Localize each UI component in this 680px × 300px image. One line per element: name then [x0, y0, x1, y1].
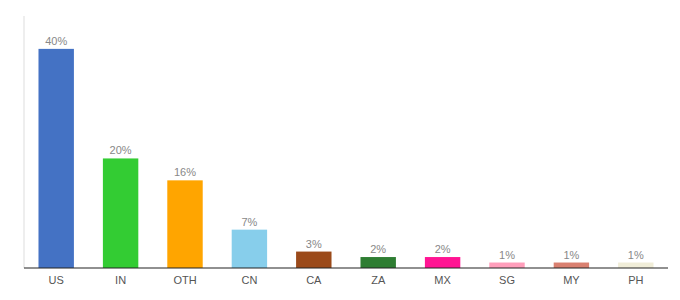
x-tick-label: IN: [115, 274, 126, 286]
bars: [38, 49, 653, 268]
page: {"chart_data": {"type": "bar", "categori…: [0, 0, 680, 300]
data-label: 40%: [45, 35, 67, 47]
bar: [167, 180, 202, 268]
x-axis-line: [24, 267, 668, 268]
chart: 40% 20% 16% 7% 3% 2% 2% 1% 1% 1% US IN OTH CN CA ZA MX SG…: [0, 0, 680, 300]
x-tick-label: SG: [499, 274, 515, 286]
data-label: 3%: [306, 238, 322, 250]
x-tick-label: PH: [628, 274, 643, 286]
bar: [489, 263, 524, 268]
data-label: 1%: [628, 249, 644, 261]
x-tick-label: US: [49, 274, 64, 286]
data-label: 7%: [241, 216, 257, 228]
bar: [103, 158, 138, 268]
x-tick-label: MY: [563, 274, 580, 286]
data-label: 2%: [370, 243, 386, 255]
bar: [296, 252, 331, 268]
data-label: 2%: [435, 243, 451, 255]
x-tick-label: OTH: [173, 274, 196, 286]
x-tick-label: MX: [434, 274, 451, 286]
bar: [232, 230, 267, 268]
data-label: 20%: [110, 144, 132, 156]
x-tick-label: CA: [306, 274, 322, 286]
bar: [425, 257, 460, 268]
bar: [360, 257, 395, 268]
data-label: 1%: [563, 249, 579, 261]
bar: [554, 263, 589, 268]
chart-container: 40% 20% 16% 7% 3% 2% 2% 1% 1% 1% US IN OTH CN CA ZA MX SG…: [0, 0, 680, 300]
data-label: 1%: [499, 249, 515, 261]
y-axis-line: [24, 16, 25, 268]
x-tick-label: CN: [241, 274, 257, 286]
data-label: 16%: [174, 166, 196, 178]
bar: [38, 49, 73, 268]
bar: [618, 263, 653, 268]
x-tick-label: ZA: [371, 274, 386, 286]
